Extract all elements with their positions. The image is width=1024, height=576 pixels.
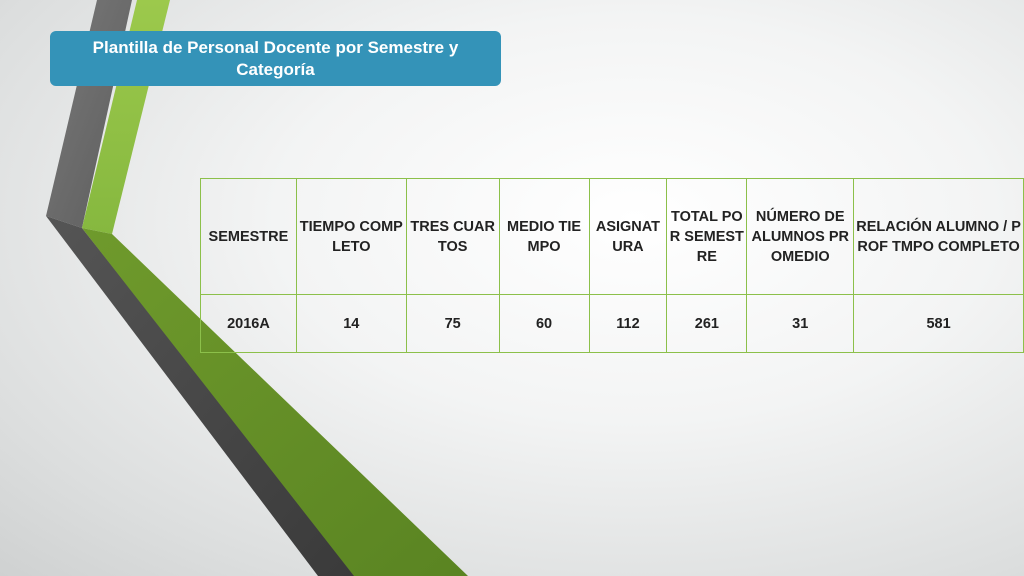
cell-semestre: 2016A: [200, 294, 297, 353]
slide-title: Plantilla de Personal Docente por Semest…: [92, 37, 459, 79]
header-medio-tiempo: MEDIO TIEMPO: [498, 178, 590, 295]
header-relacion-alumno-prof: RELACIÓN ALUMNO / PROF TMPO COMPLETO: [853, 178, 1024, 295]
staff-table: SEMESTRE TIEMPO COMPLETO TRES CUARTOS ME…: [200, 178, 1024, 353]
header-asignatura: ASIGNATURA: [588, 178, 668, 295]
cell-tiempo-completo: 14: [295, 294, 407, 353]
cell-asignatura: 112: [588, 294, 668, 353]
header-semestre: SEMESTRE: [200, 178, 297, 295]
table-row: 2016A 14 75 60 112 261 31 581: [200, 294, 1024, 353]
table-header-row: SEMESTRE TIEMPO COMPLETO TRES CUARTOS ME…: [200, 178, 1024, 295]
green-stripe-lower: [82, 228, 468, 576]
slide-title-box: Plantilla de Personal Docente por Semest…: [50, 31, 501, 86]
header-total-por-semestre: TOTAL POR SEMESTRE: [666, 178, 748, 295]
header-tiempo-completo: TIEMPO COMPLETO: [295, 178, 407, 295]
header-tres-cuartos: TRES CUARTOS: [405, 178, 500, 295]
header-numero-alumnos: NÚMERO DE ALUMNOS PROMEDIO: [746, 178, 855, 295]
cell-tres-cuartos: 75: [405, 294, 500, 353]
cell-total-por-semestre: 261: [666, 294, 748, 353]
gray-stripe-lower: [46, 216, 358, 576]
cell-numero-alumnos: 31: [746, 294, 855, 353]
cell-medio-tiempo: 60: [498, 294, 590, 353]
cell-relacion-alumno-prof: 581: [853, 294, 1024, 353]
